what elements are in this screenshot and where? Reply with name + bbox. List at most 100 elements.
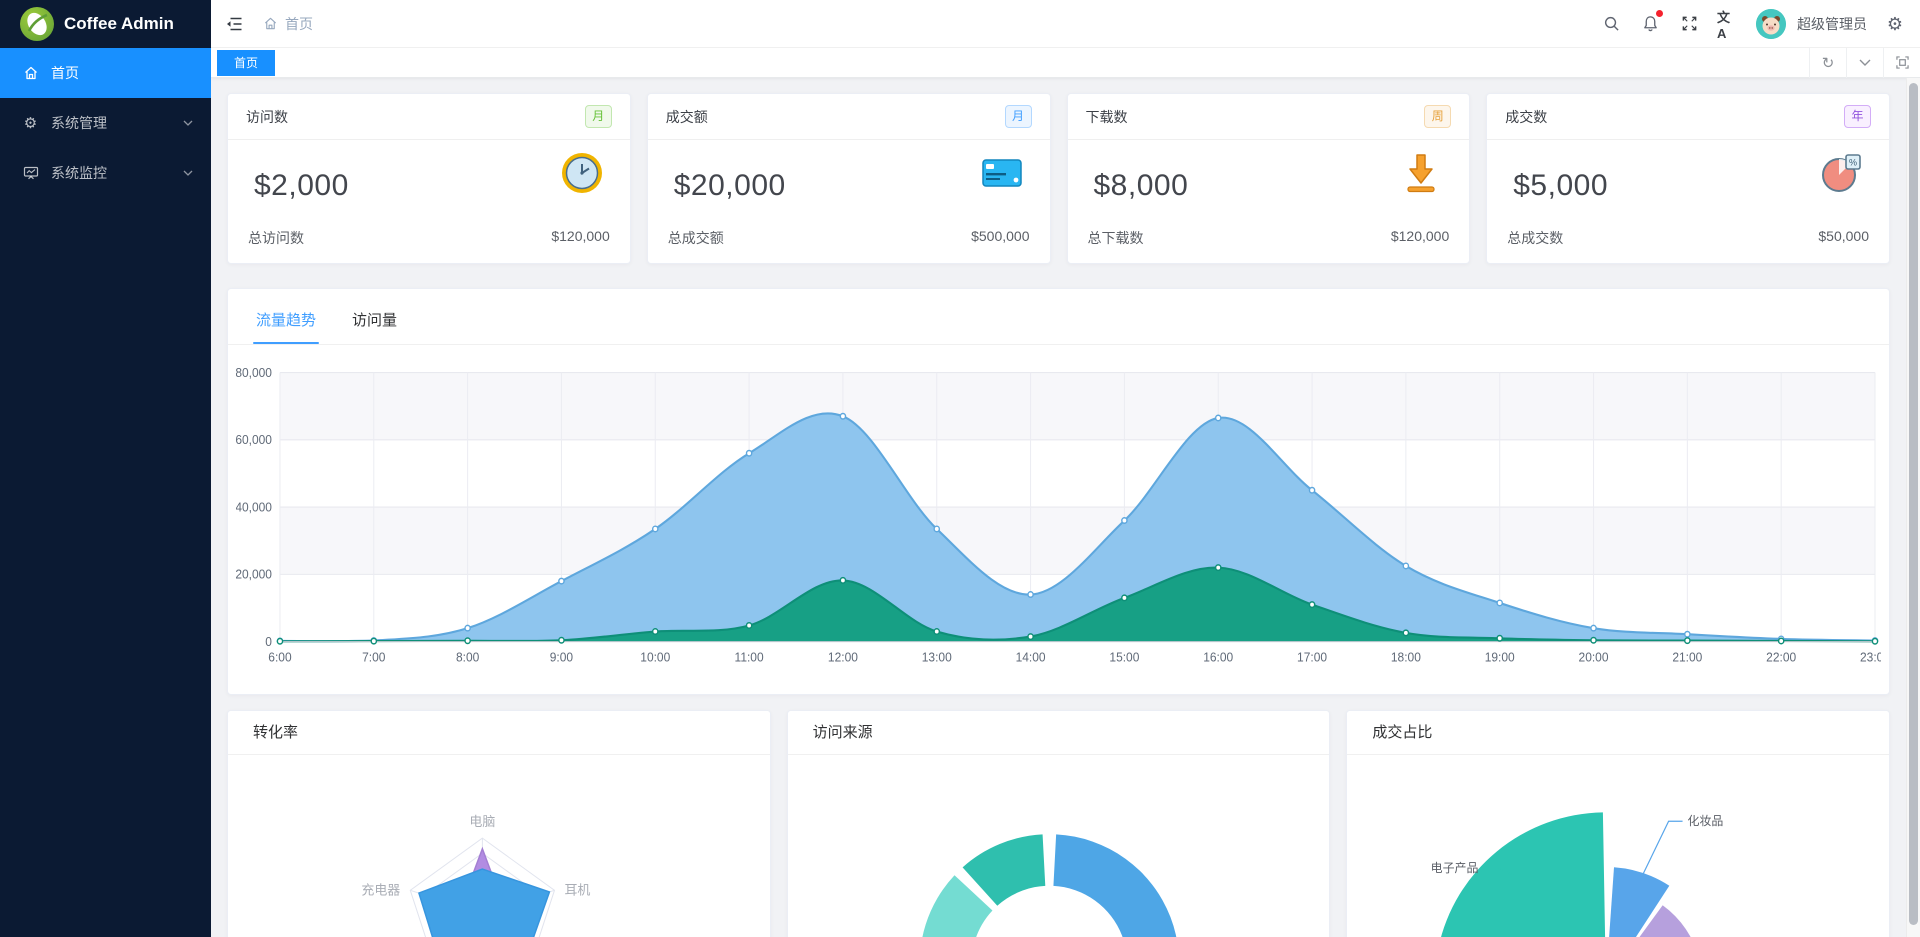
stat-cards-row: 访问数 月 $2,000 总访问数 $120,000 成交额 月 $20,000 总成… bbox=[227, 93, 1890, 264]
tab-controls: ↻ bbox=[1809, 47, 1920, 78]
traffic-area-chart: 0 20,000 40,000 60,000 80,000 6:00 7:00 8:00 9:0… bbox=[235, 345, 1890, 684]
stat-title: 成交数 bbox=[1505, 108, 1548, 125]
svg-text:16:00: 16:00 bbox=[1203, 650, 1233, 664]
page-tabbar: 首页 ↻ bbox=[211, 47, 1920, 78]
svg-text:7:00: 7:00 bbox=[362, 650, 385, 664]
stat-footer-value: $50,000 bbox=[1818, 228, 1869, 244]
svg-text:23:00: 23:00 bbox=[1860, 650, 1881, 664]
sidebar-item-label: 系统监控 bbox=[51, 165, 107, 181]
traffic-trend-card: 流量趋势 访问量 0 20,000 40,000 60,000 80,000 6:00 7:… bbox=[227, 288, 1890, 695]
home-icon bbox=[264, 17, 277, 30]
visit-source-donut-chart bbox=[922, 834, 1176, 937]
svg-text:40,000: 40,000 bbox=[236, 500, 272, 514]
conversion-rate-card: 转化率 电脑 耳机 充电器 bbox=[227, 710, 771, 937]
breadcrumb-label: 首页 bbox=[285, 15, 313, 32]
gear-icon: ⚙ bbox=[23, 115, 38, 132]
svg-text:化妆品: 化妆品 bbox=[1688, 814, 1724, 828]
card-title: 访问来源 bbox=[787, 711, 1330, 755]
stat-value: $2,000 bbox=[254, 169, 349, 202]
period-badge: 年 bbox=[1844, 105, 1871, 128]
home-icon bbox=[22, 65, 39, 82]
stat-card-turnover: 成交额 月 $20,000 总成交额 $500,000 bbox=[646, 93, 1051, 264]
refresh-icon[interactable]: ↻ bbox=[1809, 47, 1846, 78]
stat-footer-label: 总成交数 bbox=[1507, 230, 1564, 246]
monitor-icon bbox=[22, 165, 39, 182]
stat-footer-value: $120,000 bbox=[1390, 228, 1450, 244]
svg-text:0: 0 bbox=[265, 635, 272, 649]
stat-value: $5,000 bbox=[1513, 169, 1609, 202]
spring-leaf-logo-icon bbox=[20, 7, 54, 41]
svg-text:9:00: 9:00 bbox=[550, 650, 573, 664]
svg-text:17:00: 17:00 bbox=[1297, 650, 1327, 664]
vertical-scrollbar[interactable] bbox=[1906, 78, 1920, 937]
sidebar-item-system-management[interactable]: ⚙ 系统管理 bbox=[0, 98, 211, 148]
sidebar-item-system-monitor[interactable]: 系统监控 bbox=[0, 148, 211, 198]
stat-title: 成交额 bbox=[665, 108, 708, 125]
svg-text:80,000: 80,000 bbox=[236, 365, 272, 379]
stat-title: 下载数 bbox=[1085, 108, 1128, 125]
svg-text:6:00: 6:00 bbox=[268, 650, 291, 664]
svg-text:14:00: 14:00 bbox=[1016, 650, 1046, 664]
trend-tabs: 流量趋势 访问量 bbox=[228, 289, 1889, 345]
stat-footer-value: $120,000 bbox=[551, 228, 610, 244]
stat-card-visits: 访问数 月 $2,000 总访问数 $120,000 bbox=[227, 93, 631, 264]
breadcrumb[interactable]: 首页 bbox=[263, 14, 313, 34]
deal-share-pie-chart: 电子产品 化妆品 bbox=[1431, 812, 1724, 937]
stat-card-deals: 成交数 年 $5,000 % 总成交数 $50,000 bbox=[1486, 93, 1890, 264]
translate-icon[interactable]: 文A bbox=[1717, 9, 1731, 41]
tab-home[interactable]: 首页 bbox=[217, 49, 276, 76]
period-badge: 周 bbox=[1424, 105, 1452, 128]
svg-text:20:00: 20:00 bbox=[1579, 650, 1609, 664]
scrollbar-thumb[interactable] bbox=[1909, 83, 1918, 925]
bottom-cards-row: 转化率 电脑 耳机 充电器 访问来源 成交占比 电子产品 化妆品 bbox=[227, 710, 1891, 937]
notification-bell-icon[interactable] bbox=[1639, 9, 1663, 35]
app-title: Coffee Admin bbox=[64, 14, 174, 33]
stat-card-downloads: 下载数 周 $8,000 总下载数 $120,000 bbox=[1066, 93, 1471, 264]
chevron-down-icon bbox=[183, 170, 193, 176]
sidebar-item-label: 首页 bbox=[51, 65, 79, 81]
pie-chart-icon: % bbox=[1819, 151, 1863, 195]
svg-text:18:00: 18:00 bbox=[1391, 650, 1421, 664]
svg-text:11:00: 11:00 bbox=[735, 650, 764, 664]
sidebar: Coffee Admin 首页 ⚙ 系统管理 系统监控 bbox=[0, 0, 211, 937]
stat-footer-label: 总访问数 bbox=[248, 230, 304, 246]
deal-share-card: 成交占比 电子产品 化妆品 bbox=[1346, 710, 1891, 937]
sidebar-item-home[interactable]: 首页 bbox=[0, 48, 211, 98]
clock-icon bbox=[560, 151, 604, 195]
username[interactable]: 超级管理员 bbox=[1797, 15, 1867, 32]
svg-text:电脑: 电脑 bbox=[469, 814, 495, 829]
settings-gear-icon[interactable]: ⚙ bbox=[1886, 13, 1904, 34]
stat-value: $20,000 bbox=[673, 169, 786, 202]
svg-text:电子产品: 电子产品 bbox=[1431, 861, 1479, 875]
menu-fold-icon[interactable] bbox=[223, 13, 245, 35]
tab-options-chevron-icon[interactable] bbox=[1846, 47, 1883, 78]
navbar-right: 文A 超级管理员 ⚙ bbox=[1600, 8, 1920, 41]
svg-text:充电器: 充电器 bbox=[361, 882, 400, 897]
avatar[interactable] bbox=[1756, 8, 1786, 39]
card-title: 成交占比 bbox=[1347, 711, 1890, 755]
expand-icon[interactable] bbox=[1883, 47, 1920, 78]
notification-badge bbox=[1656, 9, 1663, 17]
stat-title: 访问数 bbox=[246, 108, 288, 125]
search-icon[interactable] bbox=[1600, 13, 1622, 35]
svg-text:8:00: 8:00 bbox=[456, 650, 479, 664]
main-content: 访问数 月 $2,000 总访问数 $120,000 成交额 月 $20,000 总成… bbox=[211, 78, 1920, 937]
period-badge: 月 bbox=[1004, 105, 1032, 128]
svg-text:21:00: 21:00 bbox=[1672, 650, 1702, 664]
svg-text:耳机: 耳机 bbox=[564, 882, 590, 897]
sidebar-item-label: 系统管理 bbox=[51, 115, 107, 131]
tab-visit-volume[interactable]: 访问量 bbox=[352, 312, 398, 329]
svg-text:15:00: 15:00 bbox=[1109, 650, 1139, 664]
stat-value: $8,000 bbox=[1093, 169, 1189, 202]
sidebar-menu: 首页 ⚙ 系统管理 系统监控 bbox=[0, 48, 211, 198]
stat-footer-value: $500,000 bbox=[971, 228, 1030, 244]
tab-traffic-trend[interactable]: 流量趋势 bbox=[253, 309, 320, 344]
download-icon bbox=[1399, 151, 1443, 195]
stat-footer-label: 总成交额 bbox=[667, 230, 724, 246]
chevron-down-icon bbox=[183, 120, 193, 126]
top-navbar: 首页 文A 超级管理员 ⚙ bbox=[211, 0, 1920, 48]
fullscreen-icon[interactable] bbox=[1678, 13, 1700, 35]
svg-text:60,000: 60,000 bbox=[236, 433, 272, 447]
